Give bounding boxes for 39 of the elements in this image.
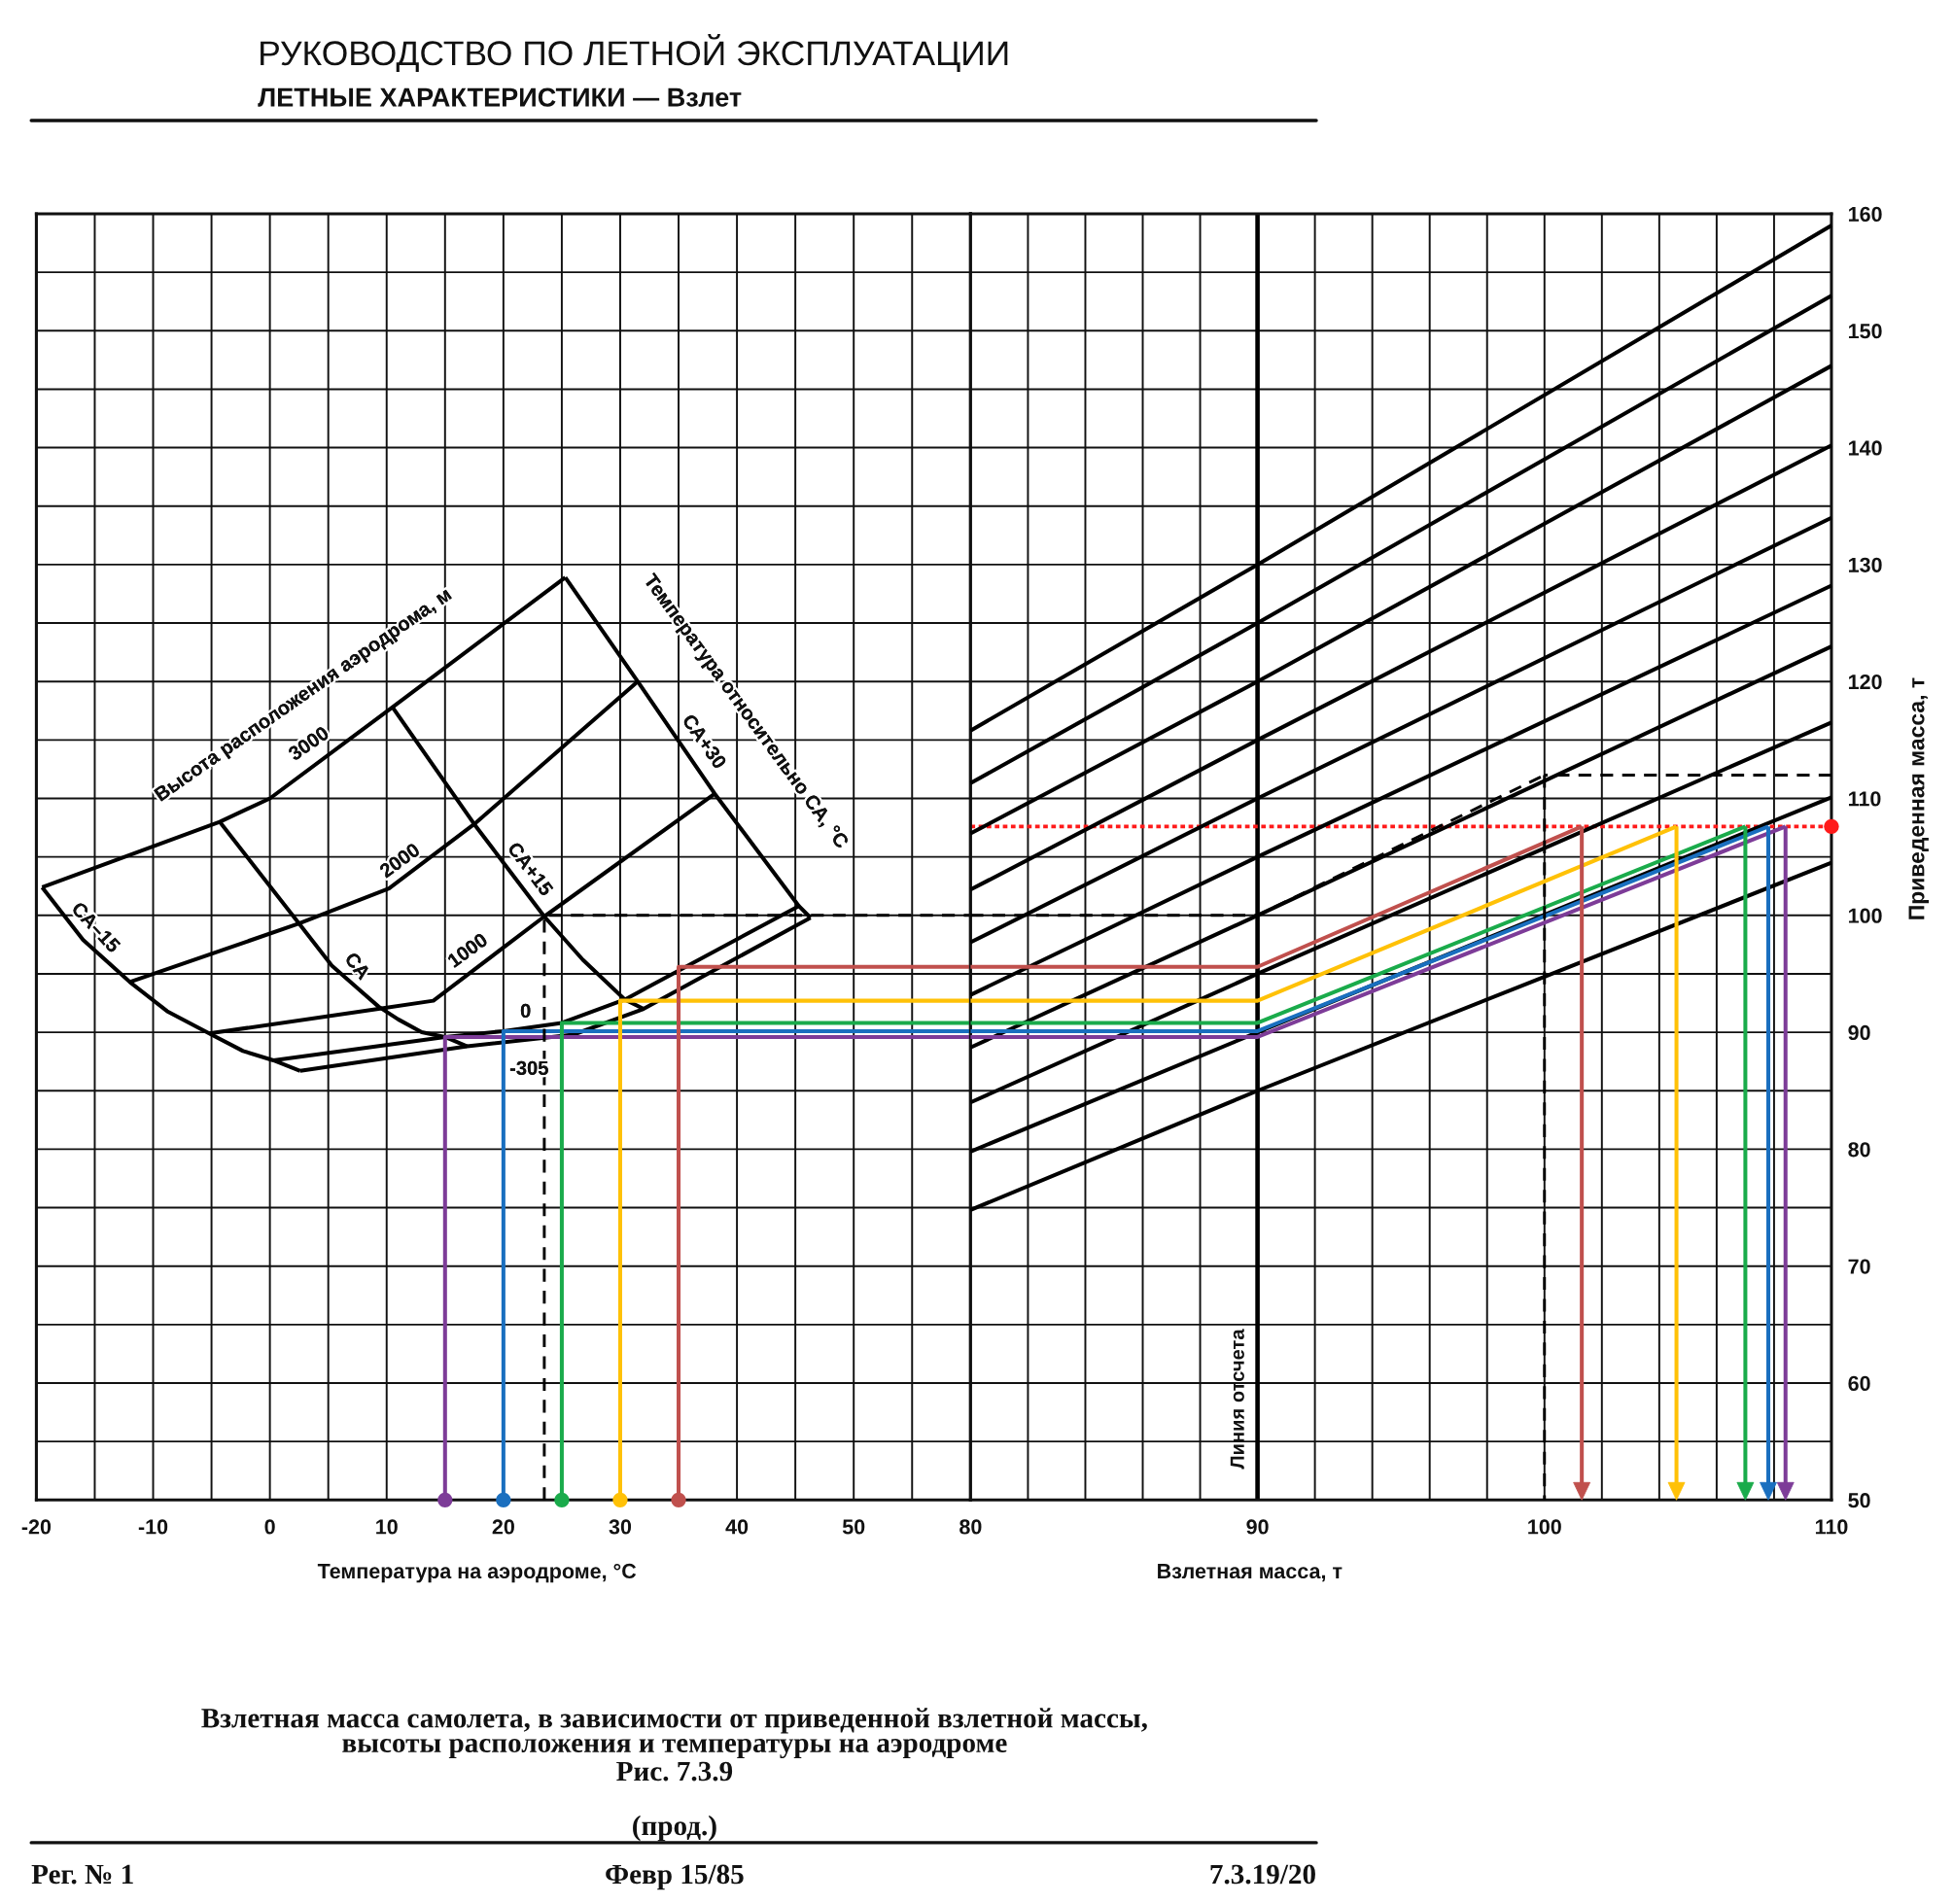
x-tick-label: -20: [21, 1519, 52, 1535]
x-tick-label: 80: [959, 1519, 982, 1535]
x-tick-label: 10: [376, 1519, 398, 1535]
annotation: 0: [520, 1003, 531, 1019]
y-tick-label: 100: [1848, 908, 1882, 923]
y-tick-label: 150: [1848, 324, 1882, 339]
y-tick-label: 120: [1848, 674, 1882, 690]
y-tick-label: 70: [1848, 1259, 1870, 1274]
chart-title: РУКОВОДСТВО ПО ЛЕТНОЙ ЭКСПЛУАТАЦИИ: [261, 34, 1008, 73]
annotation: -305: [509, 1060, 548, 1076]
y-tick-label: 60: [1848, 1375, 1870, 1392]
annotation: СА: [343, 951, 371, 981]
y-tick-label: 80: [1848, 1142, 1870, 1158]
y-tick-label: 130: [1848, 557, 1882, 572]
x-axis-title: Взлетная масса, т: [1158, 1564, 1343, 1582]
y-tick-label: 50: [1848, 1493, 1870, 1508]
text: Взлетная масса самолета, в зависимости от приведенной взлетной массы, высоты расположения и температуры на аэродроме: [201, 1708, 1147, 1759]
x-tick-label: 100: [1528, 1519, 1561, 1535]
text: (прод.): [633, 1815, 716, 1842]
x-tick-label: 40: [725, 1519, 749, 1535]
x-tick-label: 50: [842, 1519, 865, 1535]
chart-subtitle: ЛЕТНЫЕ ХАРАКТЕРИСТИКИ — Взлет: [258, 87, 742, 107]
x-tick-label: 110: [1815, 1519, 1848, 1535]
x-tick-label: 20: [492, 1519, 514, 1535]
y-tick-label: 140: [1848, 440, 1882, 456]
x-tick-label: -10: [138, 1519, 168, 1535]
text: 7.3.19/20: [1210, 1864, 1315, 1885]
y-axis-title: Приведенная масса, т: [1908, 677, 1930, 919]
y-tick-label: 90: [1848, 1024, 1870, 1041]
x-axis-title: Температура на аэродроме, °С: [317, 1563, 637, 1583]
x-tick-label: 30: [609, 1519, 632, 1535]
ref-line-label: Линия отсчета: [1230, 1329, 1244, 1470]
y-tick-label: 160: [1848, 206, 1882, 223]
x-tick-label: 90: [1246, 1519, 1269, 1535]
y-tick-label: 110: [1848, 791, 1881, 807]
text: Рег. № 1: [31, 1864, 133, 1885]
x-tick-label: 0: [264, 1519, 275, 1535]
text: Февр 15/85: [606, 1864, 744, 1890]
text: Рис. 7.3.9: [616, 1761, 733, 1782]
